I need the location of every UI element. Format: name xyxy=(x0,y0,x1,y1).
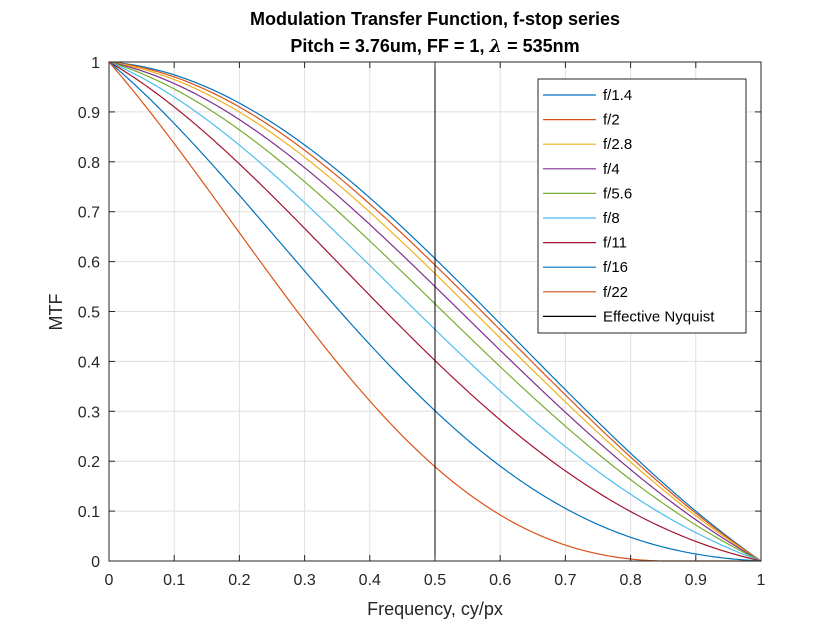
legend-label: f/1.4 xyxy=(603,87,632,104)
y-axis-label: MTF xyxy=(46,294,66,331)
y-tick-label: 0.2 xyxy=(78,454,100,471)
legend-label: f/16 xyxy=(603,259,628,276)
x-tick-label: 0.4 xyxy=(359,572,381,589)
y-tick-label: 0.7 xyxy=(78,205,100,222)
y-tick-label: 0.6 xyxy=(78,255,100,272)
legend-label: f/4 xyxy=(603,161,620,178)
x-axis-label: Frequency, cy/px xyxy=(367,599,503,619)
legend-label: f/8 xyxy=(603,210,620,227)
legend-label: f/11 xyxy=(603,235,627,252)
y-tick-label: 0.8 xyxy=(78,155,100,172)
x-tick-label: 0.5 xyxy=(424,572,446,589)
x-tick-labels: 0 0.1 0.2 0.3 0.4 0.5 0.6 0.7 0.8 0.9 1 xyxy=(105,572,766,589)
y-tick-label: 0.9 xyxy=(78,105,100,122)
y-tick-label: 1 xyxy=(91,55,100,72)
y-tick-label: 0.1 xyxy=(78,504,100,521)
subtitle-part-1: Pitch = 3.76um, FF = 1, xyxy=(290,36,489,56)
legend-box xyxy=(537,78,747,334)
legend-label: Effective Nyquist xyxy=(603,308,715,325)
chart-title: Modulation Transfer Function, f-stop ser… xyxy=(250,9,620,29)
subtitle-part-3: = 535nm xyxy=(502,36,580,56)
lambda-symbol: λ xyxy=(488,36,502,57)
y-tick-label: 0.5 xyxy=(78,305,100,322)
legend-label: f/2.8 xyxy=(603,136,632,153)
y-tick-label: 0.4 xyxy=(78,354,100,371)
chart-subtitle: Pitch = 3.76um, FF = 1, λ = 535nm xyxy=(290,36,579,57)
x-tick-label: 0 xyxy=(105,572,114,589)
legend-label: f/5.6 xyxy=(603,185,632,202)
x-tick-label: 1 xyxy=(757,572,766,589)
y-tick-label: 0.3 xyxy=(78,404,100,421)
legend-label: f/2 xyxy=(603,112,620,129)
y-tick-labels: 0 0.1 0.2 0.3 0.4 0.5 0.6 0.7 0.8 0.9 1 xyxy=(78,55,100,571)
x-tick-label: 0.1 xyxy=(163,572,185,589)
series-lines xyxy=(108,61,762,562)
legend-label: f/22 xyxy=(603,284,628,301)
x-tick-label: 0.9 xyxy=(685,572,707,589)
axes-box xyxy=(108,61,762,562)
axes-frame xyxy=(108,61,762,562)
x-tick-label: 0.8 xyxy=(619,572,641,589)
legend: f/1.4 f/2 f/2.8 f/4 f/5.6 f/8 f/11 f/16 f/22 Effe… xyxy=(537,78,747,334)
y-tick-label: 0 xyxy=(91,554,100,571)
x-tick-label: 0.3 xyxy=(293,572,315,589)
x-tick-label: 0.7 xyxy=(554,572,576,589)
x-tick-label: 0.2 xyxy=(228,572,250,589)
x-tick-label: 0.6 xyxy=(489,572,511,589)
